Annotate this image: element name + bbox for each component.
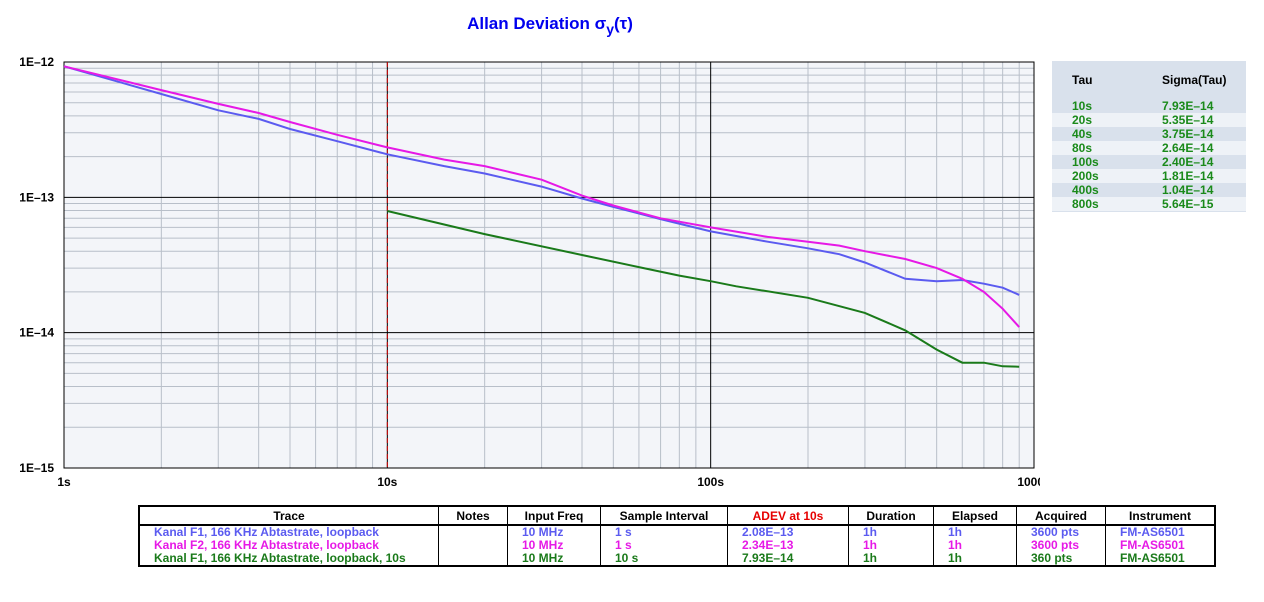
trace-table-cell: FM-AS6501 [1105,552,1216,566]
trace-table-header-cell: Duration [848,505,934,526]
series-line-3 [387,210,1020,368]
trace-table-header-cell: Instrument [1105,505,1216,526]
x-tick-label: 1s [57,475,71,489]
trace-table-cell: 2.08E–13 [727,525,849,539]
trace-table-cell: 10 MHz [507,539,601,552]
trace-table-header-cell: ADEV at 10s [727,505,849,526]
sigma-value: 3.75E–14 [1162,127,1214,141]
trace-table-cell [438,552,508,566]
trace-table-cell: 3600 pts [1016,539,1106,552]
trace-table-row: Kanal F1, 166 KHz Abtastrate, loopback 10… [138,525,1216,539]
trace-table-header-cell: Acquired [1016,505,1106,526]
tau-value: 400s [1072,183,1099,197]
trace-table-cell: 10 MHz [507,525,601,539]
trace-table-header-cell: Input Freq [507,505,601,526]
trace-table-body: Kanal F1, 166 KHz Abtastrate, loopback 10… [138,525,1216,566]
chart-title: Allan Deviation σy(τ) [0,14,1100,37]
sigma-value: 5.64E–15 [1162,197,1214,211]
trace-table-cell: 1 s [600,525,728,539]
trace-table-row: Kanal F1, 166 KHz Abtastrate, loopback, … [138,552,1216,566]
sigma-value: 1.04E–14 [1162,183,1214,197]
trace-table-cell: 1h [933,552,1017,566]
tau-table-row: 800s 5.64E–15 [1052,197,1246,211]
tau-header: Tau [1072,73,1093,87]
tau-value: 20s [1072,113,1093,127]
trace-table-header-row: Trace Notes Input Freq Sample Interval ADEV … [138,505,1216,526]
trace-table-cell [438,525,508,539]
chart-title-main: Allan Deviation σ [467,14,607,33]
tau-value: 80s [1072,141,1093,155]
trace-table-cell: FM-AS6501 [1105,539,1216,552]
sigma-value: 7.93E–14 [1162,99,1214,113]
trace-table-cell: 1h [848,552,934,566]
sigma-value: 2.40E–14 [1162,155,1214,169]
sigma-tau-header: Sigma(Tau) [1162,73,1227,87]
allan-deviation-chart: 1s 10s 100s 1000s 1E–12 1E–13 1E–14 1E–15 [19,55,1040,489]
sigma-value: 1.81E–14 [1162,169,1214,183]
y-tick-label: 1E–15 [19,461,54,475]
trace-table-cell: 7.93E–14 [727,552,849,566]
trace-table-header-cell: Trace [138,505,439,526]
trace-table-cell: Kanal F1, 166 KHz Abtastrate, loopback, … [138,552,439,566]
tau-value: 10s [1072,99,1093,113]
plot-area [64,62,1034,468]
trace-table-cell: Kanal F1, 166 KHz Abtastrate, loopback [138,525,439,539]
tau-table-header: Tau Sigma(Tau) [1052,61,1246,99]
trace-table-cell: 2.34E–13 [727,539,849,552]
trace-table-cell [438,539,508,552]
y-tick-label: 1E–13 [19,190,54,204]
trace-table-header-cell: Notes [438,505,508,526]
plot-border [63,61,1035,469]
trace-table-cell: 1h [848,539,934,552]
trace-table-cell: 10 s [600,552,728,566]
chart-title-tail: (τ) [614,14,633,33]
trace-table-header-cell: Elapsed [933,505,1017,526]
y-tick-label: 1E–12 [19,55,54,69]
sigma-value: 5.35E–14 [1162,113,1214,127]
tau-table-row: 10s 7.93E–14 [1052,99,1246,113]
tau-table-row: 40s 3.75E–14 [1052,127,1246,141]
tau-value: 200s [1072,169,1099,183]
tau-value: 40s [1072,127,1093,141]
trace-table-header-cell: Sample Interval [600,505,728,526]
trace-table-cell: 3600 pts [1016,525,1106,539]
series-line-2 [63,65,1020,328]
tau-table-row: 400s 1.04E–14 [1052,183,1246,197]
trace-table-cell: FM-AS6501 [1105,525,1216,539]
sigma-value: 2.64E–14 [1162,141,1214,155]
series-line-1 [63,65,1020,296]
x-tick-label: 10s [377,475,397,489]
trace-table-cell: Kanal F2, 166 KHz Abtastrate, loopback [138,539,439,552]
tau-table-rows: 10s 7.93E–14 20s 5.35E–14 40s 3.75E–14 80s 2.64… [1052,99,1246,212]
tau-table-row: 80s 2.64E–14 [1052,141,1246,155]
chart-title-subscript: y [606,21,615,37]
tau-value: 800s [1072,197,1099,211]
tau-value: 100s [1072,155,1099,169]
trace-table-cell: 1h [848,525,934,539]
y-tick-label: 1E–14 [19,326,54,340]
x-tick-label: 100s [697,475,724,489]
tau-sigma-table: Tau Sigma(Tau) 10s 7.93E–14 20s 5.35E–14 40s… [1052,61,1246,212]
trace-table-cell: 1 s [600,539,728,552]
trace-table-row: Kanal F2, 166 KHz Abtastrate, loopback 10… [138,539,1216,552]
trace-table-cell: 1h [933,525,1017,539]
tau-table-row: 100s 2.40E–14 [1052,155,1246,169]
trace-table-cell: 360 pts [1016,552,1106,566]
x-tick-label: 1000s [1017,475,1040,489]
tau-table-row: 200s 1.81E–14 [1052,169,1246,183]
trace-table-cell: 10 MHz [507,552,601,566]
tau-table-row: 20s 5.35E–14 [1052,113,1246,127]
trace-legend-table: Trace Notes Input Freq Sample Interval ADEV … [138,505,1216,567]
trace-table-cell: 1h [933,539,1017,552]
